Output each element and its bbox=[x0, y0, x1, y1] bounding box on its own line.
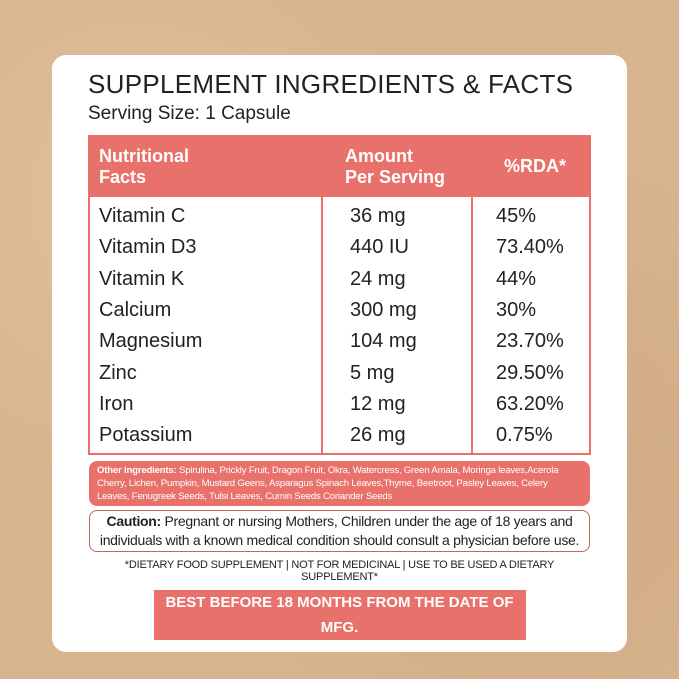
amount-value: 12 mg bbox=[350, 392, 406, 415]
nutrient-name: Vitamin K bbox=[99, 267, 185, 290]
other-ingredients: Other ingredients: Spirulina, Prickly Fr… bbox=[89, 461, 590, 506]
amount-value: 5 mg bbox=[350, 361, 395, 384]
best-before-banner: BEST BEFORE 18 MONTHS FROM THE DATE OF M… bbox=[153, 590, 526, 640]
table-row: Calcium 300 mg 30% bbox=[90, 295, 589, 326]
header-rda: %RDA* bbox=[504, 156, 567, 176]
rda-value: 45% bbox=[496, 205, 537, 227]
table-row: Vitamin D3 440 IU 73.40% bbox=[90, 232, 589, 263]
caution-box: Caution: Pregnant or nursing Mothers, Ch… bbox=[89, 510, 590, 552]
amount-value: 36 mg bbox=[350, 205, 406, 227]
table-row: Vitamin K 24 mg 44% bbox=[90, 264, 589, 295]
dietary-note: *DIETARY FOOD SUPPLEMENT | NOT FOR MEDIC… bbox=[124, 559, 555, 583]
page-title: SUPPLEMENT INGREDIENTS & FACTS bbox=[88, 69, 574, 99]
footer-section: Other ingredients: Spirulina, Prickly Fr… bbox=[89, 55, 590, 640]
rda-value: 63.20% bbox=[496, 392, 564, 415]
rda-value: 0.75% bbox=[496, 424, 553, 447]
rda-value: 23.70% bbox=[496, 330, 564, 353]
table-header: Nutritional Facts Amount Per Serving %RDA* bbox=[90, 137, 589, 197]
nutrient-name: Vitamin D3 bbox=[99, 236, 197, 259]
nutrient-name: Vitamin C bbox=[99, 205, 186, 227]
nutrient-name: Iron bbox=[99, 392, 134, 415]
amount-value: 440 IU bbox=[350, 236, 409, 259]
amount-value: 104 mg bbox=[350, 330, 417, 353]
table-row: Magnesium 104 mg 23.70% bbox=[90, 326, 589, 357]
label-card: SUPPLEMENT INGREDIENTS & FACTS Serving S… bbox=[52, 55, 627, 652]
nutrient-name: Zinc bbox=[99, 361, 137, 384]
amount-value: 300 mg bbox=[350, 298, 417, 321]
nutrient-name: Potassium bbox=[99, 424, 193, 447]
table-row: Potassium 26 mg 0.75% bbox=[90, 420, 589, 451]
rda-value: 29.50% bbox=[496, 361, 564, 384]
table-row: Iron 12 mg 63.20% bbox=[90, 389, 589, 420]
table-row: Zinc 5 mg 29.50% bbox=[90, 358, 589, 389]
rda-value: 44% bbox=[496, 267, 537, 290]
header-amount: Amount Per Serving bbox=[345, 146, 446, 187]
amount-value: 24 mg bbox=[350, 267, 406, 290]
header-nutrient: Nutritional Facts bbox=[99, 146, 189, 187]
nutrient-name: Calcium bbox=[99, 298, 172, 321]
column-divider bbox=[471, 197, 473, 453]
table-row: Vitamin C 36 mg 45% bbox=[90, 201, 589, 232]
rda-value: 30% bbox=[496, 298, 537, 321]
nutrition-table: Nutritional Facts Amount Per Serving %RDA*… bbox=[88, 135, 591, 455]
rda-value: 73.40% bbox=[496, 236, 564, 259]
nutrient-name: Magnesium bbox=[99, 330, 203, 353]
column-divider bbox=[321, 197, 323, 453]
amount-value: 26 mg bbox=[350, 424, 406, 447]
serving-size: Serving Size: 1 Capsule bbox=[88, 103, 291, 124]
